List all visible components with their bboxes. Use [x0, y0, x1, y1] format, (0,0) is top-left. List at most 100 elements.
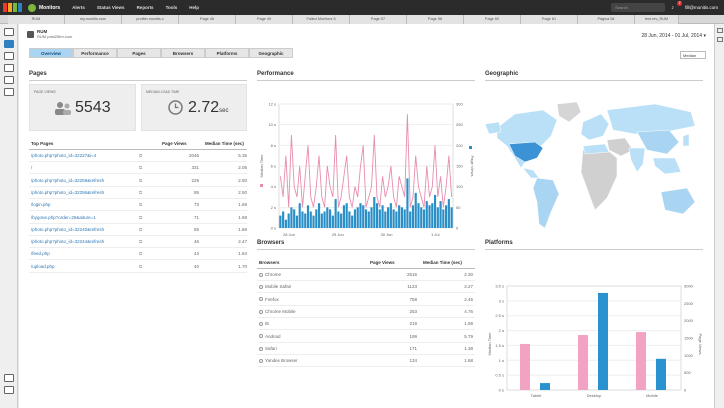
top-pages-cell-0[interactable]: /photo.php?photo_id=32227&i=4: [31, 153, 96, 158]
tab-rum[interactable]: RUM: [8, 15, 65, 24]
top-pages-row[interactable]: /photo.php?photo_id=32256&refresh 85 2.50 ⧉: [29, 187, 247, 199]
open-page-icon[interactable]: ⧉: [139, 239, 143, 245]
menu-reports[interactable]: Reports: [136, 5, 154, 10]
alaska-shape[interactable]: [485, 121, 502, 135]
browser-row[interactable]: Android 199 5.79: [257, 331, 475, 343]
top-pages-cell-0[interactable]: /photo.php?photo_id=32244&refresh: [31, 239, 104, 244]
open-page-icon[interactable]: ⧉: [139, 189, 143, 195]
monitis-logo[interactable]: [0, 0, 24, 15]
tab-pagina-54[interactable]: Página 54: [578, 15, 635, 24]
open-page-icon[interactable]: ⧉: [139, 177, 143, 183]
menu-alerts[interactable]: Alerts: [72, 5, 85, 10]
china-shape[interactable]: [636, 129, 680, 155]
tab-page-49[interactable]: Page 49: [236, 15, 293, 24]
africa-north-shape[interactable]: [582, 143, 610, 155]
browser-cell-0[interactable]: Firefox: [259, 297, 279, 302]
browser-row[interactable]: IE 219 1.99: [257, 318, 475, 331]
browser-row[interactable]: Firefox 758 2.45: [257, 294, 475, 306]
browser-cell-0[interactable]: Android: [259, 334, 281, 339]
browser-cell-0[interactable]: Chrome Mobile: [259, 309, 296, 314]
open-page-icon[interactable]: ⧉: [139, 226, 143, 232]
top-pages-row[interactable]: /bygone.php?order=25&aiture=1 71 1.69 ⧉: [29, 212, 247, 224]
top-pages-cell-0[interactable]: /login.php: [31, 202, 51, 207]
browser-cell-0[interactable]: Chrome: [259, 272, 281, 277]
russia-shape[interactable]: [606, 103, 696, 135]
browser-row[interactable]: Chrome 2516 2.30: [257, 269, 475, 281]
top-pages-row[interactable]: /upload.php 40 1.70 ⧉: [29, 261, 247, 273]
list-icon[interactable]: [3, 52, 14, 60]
tab-performance[interactable]: Performance: [73, 48, 117, 58]
browser-row[interactable]: Mobile Safari 1123 2.27: [257, 281, 475, 294]
browser-row[interactable]: Chrome Mobile 253 4.76: [257, 306, 475, 318]
greenland-shape[interactable]: [556, 101, 582, 123]
expand-icon[interactable]: [3, 76, 14, 84]
browser-cell-0[interactable]: Yandex Browser: [259, 358, 298, 363]
top-pages-cell-0[interactable]: /: [31, 165, 32, 170]
top-pages-cell-0[interactable]: /upload.php: [31, 264, 55, 269]
top-pages-cell-0[interactable]: /photo.php?photo_id=32240&refresh: [31, 227, 104, 232]
tab-test-rev-rum[interactable]: test.rev_RUM: [635, 15, 679, 24]
browser-row[interactable]: Safari 171 1.38: [257, 343, 475, 355]
top-pages-cell-0[interactable]: /photo.php?photo_id=32256&refresh: [31, 190, 104, 195]
top-pages-cell-0[interactable]: /photo.php?photo_id=32258&refresh: [31, 178, 104, 183]
australia-shape[interactable]: [660, 187, 696, 215]
search-input[interactable]: Search: [611, 3, 666, 12]
top-pages-row[interactable]: / 331 2.05 ⧉: [29, 162, 247, 175]
tab-geographic[interactable]: Geographic: [249, 48, 293, 58]
top-pages-row[interactable]: /photo.php?photo_id=32227&i=4 2046 5.35 ⧉: [29, 150, 247, 162]
open-page-icon[interactable]: ⧉: [139, 153, 143, 158]
top-pages-row[interactable]: /login.php 73 1.69 ⧉: [29, 199, 247, 212]
menu-status-views[interactable]: Status Views: [96, 5, 125, 10]
open-page-icon[interactable]: ⧉: [139, 202, 143, 208]
top-pages-row[interactable]: /photo.php?photo_id=32244&refresh 46 2.47 ⧉: [29, 236, 247, 249]
panel-toggle-icon[interactable]: [716, 28, 723, 33]
tab-overview[interactable]: Overview: [29, 48, 73, 58]
open-page-icon[interactable]: ⧉: [139, 214, 143, 220]
open-page-icon[interactable]: ⧉: [139, 263, 143, 269]
tab-platforms[interactable]: Platforms: [205, 48, 249, 58]
open-page-icon[interactable]: ⧉: [139, 251, 143, 257]
settings-icon[interactable]: [4, 374, 14, 382]
tab-page-46[interactable]: Page 46: [179, 15, 236, 24]
middle-east-shape[interactable]: [606, 137, 634, 157]
browser-cell-0[interactable]: Safari: [259, 346, 277, 351]
africa-shape[interactable]: [580, 147, 618, 211]
calendar-icon[interactable]: [3, 40, 14, 48]
tab-my-monitis[interactable]: my.monitis.com: [65, 15, 122, 24]
japan-shape[interactable]: [682, 133, 690, 147]
top-pages-row[interactable]: /feed.php 43 1.84 ⧉: [29, 248, 247, 261]
user-account-email[interactable]: fill@monitis.com: [685, 5, 718, 10]
browser-cell-0[interactable]: IE: [259, 321, 269, 326]
tab-page-61[interactable]: Page 61: [521, 15, 578, 24]
usa-shape[interactable]: [508, 141, 544, 163]
tab-browsers[interactable]: Browsers: [161, 48, 205, 58]
browser-cell-0[interactable]: Mobile Safari: [259, 284, 291, 289]
notifications-bell-icon[interactable]: ♪ 7: [671, 0, 683, 11]
metric-select[interactable]: Median: [680, 51, 706, 59]
tab-page-58[interactable]: Page 58: [407, 15, 464, 24]
top-pages-cell-0[interactable]: /bygone.php?order=25&aiture=1: [31, 215, 96, 220]
tab-page-57[interactable]: Page 57: [350, 15, 407, 24]
browser-row[interactable]: Yandex Browser 134 1.68: [257, 355, 475, 368]
layout-icon[interactable]: [3, 64, 14, 72]
monitors-menu[interactable]: Monitors: [28, 3, 60, 12]
menu-tools[interactable]: Tools: [165, 5, 178, 10]
dashboard-icon[interactable]: [3, 28, 14, 36]
export-icon[interactable]: [4, 386, 14, 394]
date-range-picker[interactable]: 28 Jun, 2014 - 01 Jul, 2014 ▾: [641, 33, 706, 39]
menu-help[interactable]: Help: [189, 5, 200, 10]
top-pages-row[interactable]: /photo.php?photo_id=32240&refresh 55 1.66 ⧉: [29, 224, 247, 236]
top-pages-row[interactable]: /photo.php?photo_id=32258&refresh 229 2.50…: [29, 175, 247, 187]
south-america-shape[interactable]: [532, 177, 560, 229]
share-icon[interactable]: [3, 88, 14, 96]
menu-lines-icon[interactable]: [716, 37, 723, 42]
central-america-shape[interactable]: [522, 167, 540, 179]
europe-shape[interactable]: [580, 113, 610, 141]
se-asia-shape[interactable]: [652, 157, 682, 175]
tab-pages[interactable]: Pages: [117, 48, 161, 58]
tab-profiler[interactable]: profiler.monitis.c: [122, 15, 179, 24]
india-shape[interactable]: [628, 147, 646, 173]
tab-failed-monitors[interactable]: Failed Monitors 5: [293, 15, 350, 24]
open-page-icon[interactable]: ⧉: [139, 165, 143, 171]
top-pages-cell-0[interactable]: /feed.php: [31, 251, 50, 256]
